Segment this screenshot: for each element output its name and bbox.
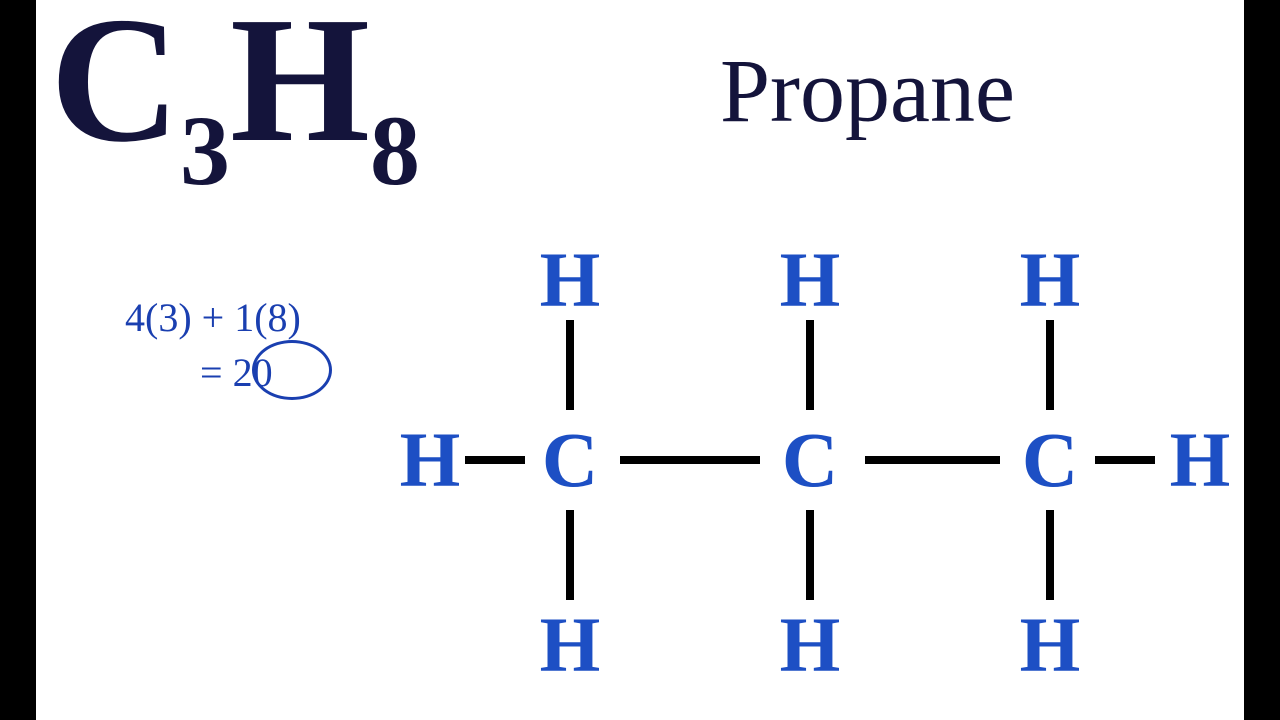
bond xyxy=(1046,320,1054,410)
lewis-structure: C C C H H H H H H H H xyxy=(370,210,1240,710)
formula-subscript-1: 3 xyxy=(180,95,230,206)
atom-h3b: H xyxy=(1020,606,1081,684)
atom-h1t: H xyxy=(540,241,601,319)
bond xyxy=(620,456,760,464)
formula-element-2: H xyxy=(230,0,370,179)
electron-calc-equals: = xyxy=(200,350,233,395)
bond xyxy=(1095,456,1155,464)
atom-h2b: H xyxy=(780,606,841,684)
compound-name: Propane xyxy=(720,40,1015,143)
bond xyxy=(865,456,1000,464)
atom-h1b: H xyxy=(540,606,601,684)
atom-c3: C xyxy=(1022,421,1078,499)
molecular-formula: C3H8 xyxy=(50,0,420,170)
atom-h2t: H xyxy=(780,241,841,319)
atom-c2: C xyxy=(782,421,838,499)
atom-h3t: H xyxy=(1020,241,1081,319)
sidebar-left xyxy=(0,0,36,720)
bond xyxy=(1046,510,1054,600)
atom-c1: C xyxy=(542,421,598,499)
bond xyxy=(566,320,574,410)
sidebar-right xyxy=(1244,0,1280,720)
formula-subscript-2: 8 xyxy=(370,95,420,206)
atom-hr: H xyxy=(1170,421,1231,499)
bond xyxy=(566,510,574,600)
formula-element-1: C xyxy=(50,0,180,179)
electron-calc-circle xyxy=(252,340,332,400)
bond xyxy=(465,456,525,464)
bond xyxy=(806,510,814,600)
atom-hl: H xyxy=(400,421,461,499)
electron-calc-line1: 4(3) + 1(8) xyxy=(125,290,301,346)
bond xyxy=(806,320,814,410)
